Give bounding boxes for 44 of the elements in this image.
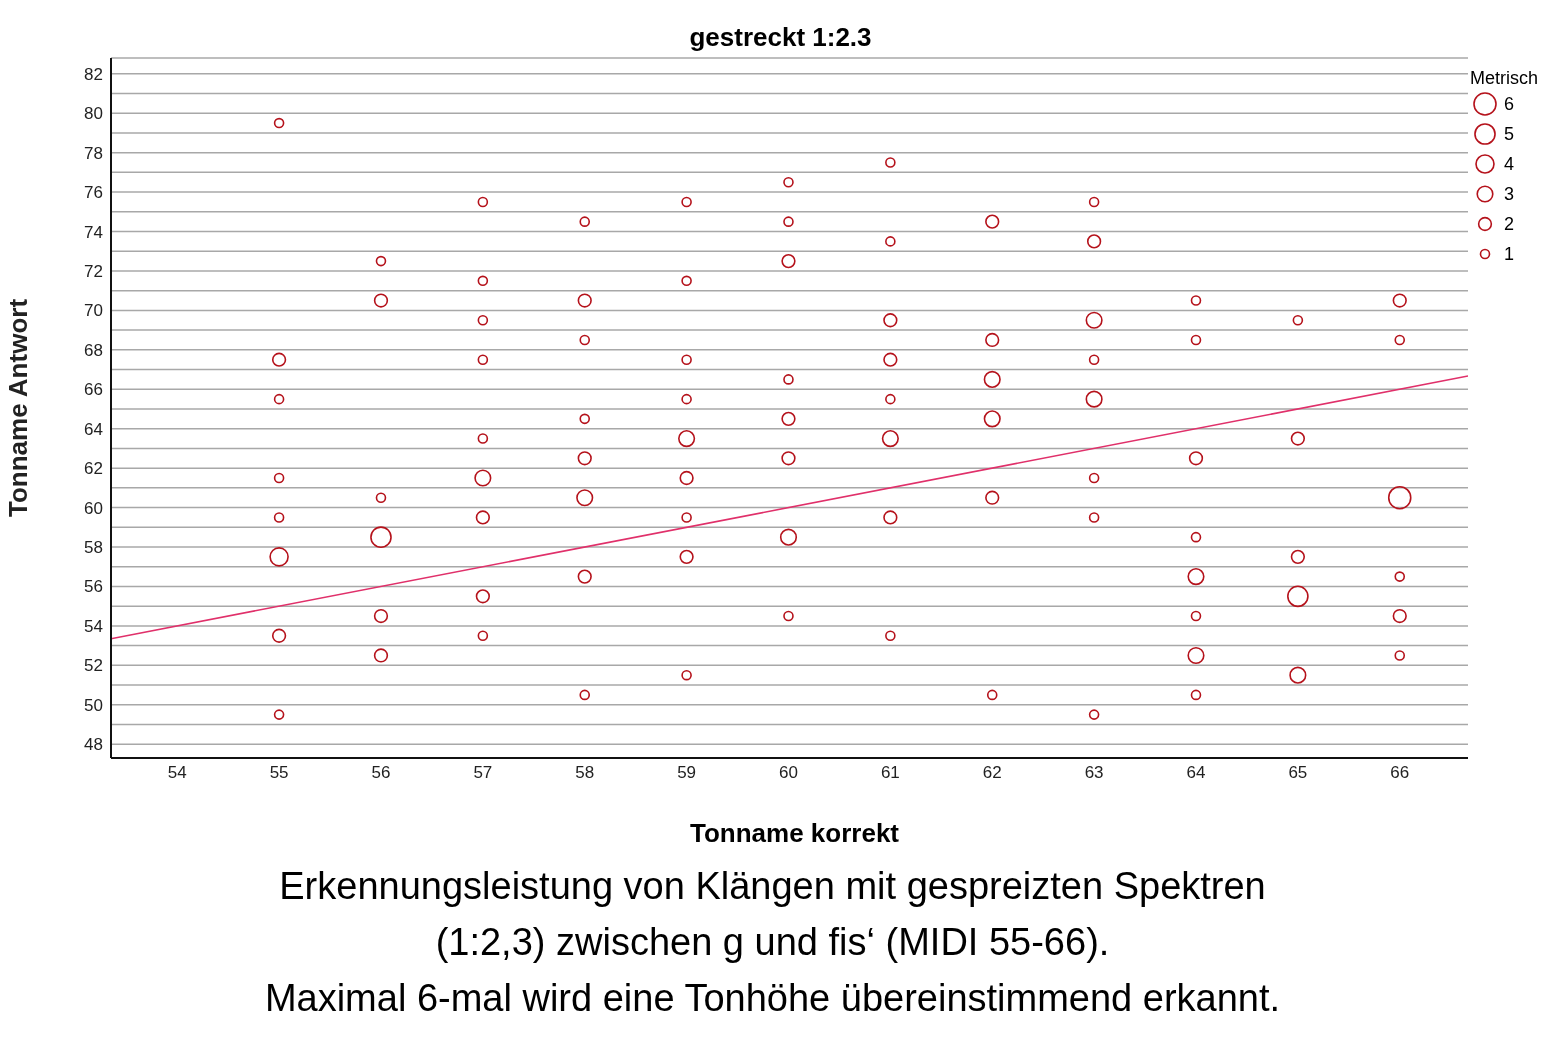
y-tick-label: 48 (84, 735, 103, 755)
text: Maximal 6-mal wird eine Tonhöhe übereinstimmend erkannt. (263, 976, 1282, 1021)
legend-label: 4 (1504, 153, 1515, 175)
y-tick-label: 68 (84, 340, 103, 360)
x-tick-label: 66 (1390, 763, 1410, 783)
legend-label: 2 (1504, 213, 1515, 235)
y-tick-label: 58 (84, 538, 103, 558)
y-tick-label: 74 (84, 222, 103, 242)
x-tick-label: 61 (880, 763, 900, 783)
y-tick-label: 50 (84, 695, 103, 715)
x-tick-label: 63 (1084, 763, 1104, 783)
x-tick-label: 62 (982, 763, 1002, 783)
y-tick-label: 52 (84, 656, 103, 676)
legend-label: 5 (1504, 123, 1515, 145)
x-tick-label: 55 (269, 763, 289, 783)
legend-label: 6 (1504, 93, 1515, 115)
x-tick-label: 58 (575, 763, 595, 783)
y-tick-label: 82 (84, 64, 103, 84)
y-tick-label: 56 (84, 577, 103, 597)
legend-label: 3 (1504, 183, 1515, 205)
y-tick-label: 72 (84, 261, 103, 281)
y-tick-label: 62 (84, 459, 103, 479)
y-tick-label: 60 (84, 498, 103, 518)
chart-title: gestreckt 1:2.3 (689, 22, 872, 52)
y-axis-title: Tonname Antwort (3, 298, 34, 518)
x-tick-label: 56 (371, 763, 391, 783)
y-tick-label: 80 (84, 104, 103, 124)
text: Erkennungsleistung von Klängen mit gespreizten Spektren (278, 864, 1267, 909)
x-tick-label: 60 (779, 763, 798, 783)
y-tick-label: 66 (84, 380, 103, 400)
y-tick-label: 70 (84, 301, 103, 321)
x-tick-label: 65 (1288, 763, 1308, 783)
x-tick-label: 59 (677, 763, 697, 783)
x-tick-label: 57 (473, 763, 493, 783)
text: (1:2,3) zwischen g und fis‘ (MIDI 55-66). (434, 920, 1111, 965)
legend-label: 1 (1504, 243, 1515, 265)
y-tick-label: 76 (84, 183, 103, 203)
x-axis-title: Tonname korrekt (689, 818, 900, 849)
y-tick-label: 54 (84, 616, 103, 636)
y-tick-label: 64 (84, 419, 103, 439)
x-tick-label: 64 (1186, 763, 1206, 783)
x-tick-label: 54 (167, 763, 187, 783)
legend-title: Metrisch (1470, 68, 1539, 89)
y-tick-label: 78 (84, 143, 103, 163)
